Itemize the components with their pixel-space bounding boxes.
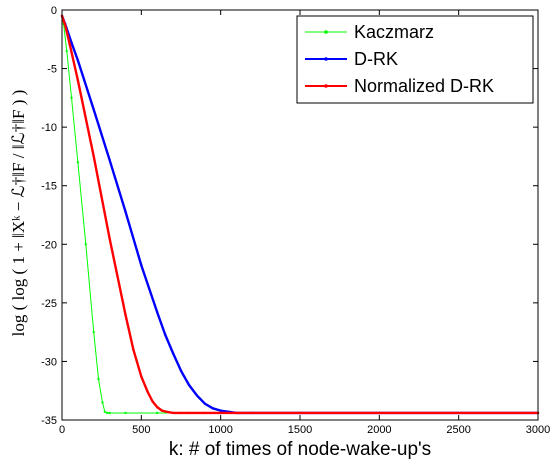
- data-point-normalized-d-rk: [179, 411, 183, 415]
- data-point-normalized-d-rk: [63, 24, 67, 27]
- data-point-d-rk: [140, 264, 143, 267]
- legend-label: Normalized D-RK: [354, 76, 494, 96]
- data-point-normalized-d-rk: [124, 313, 127, 316]
- data-point-normalized-d-rk: [146, 390, 149, 394]
- legend-item-normalized-d-rk: Normalized D-RK: [305, 76, 494, 96]
- data-point-normalized-d-rk: [298, 411, 302, 415]
- legend-item-d-rk: D-RK: [305, 49, 398, 69]
- data-point-normalized-d-rk: [378, 411, 381, 415]
- series-normalized-d-rk: [60, 14, 540, 415]
- data-point-kaczmarz: [97, 377, 100, 381]
- legend-label: D-RK: [354, 49, 398, 69]
- data-point-d-rk: [171, 352, 175, 355]
- data-point-normalized-d-rk: [68, 43, 72, 47]
- data-point-normalized-d-rk: [160, 409, 164, 412]
- data-point-d-rk: [195, 394, 199, 397]
- axes-layer: 0 500 1000 1500 2000 2500 3000 0 -5 -10 -15 -20 -25 -…: [41, 5, 550, 436]
- legend: Kaczmarz D-RK Normalized D-RK: [296, 15, 534, 104]
- data-point-kaczmarz: [65, 49, 68, 53]
- data-point-normalized-d-rk: [156, 405, 159, 409]
- series-layer: [60, 14, 540, 415]
- y-axis-label: log ( log ( 1 + ‖Xᵏ − ℒ†‖F / ‖ℒ†‖F ) ): [9, 90, 28, 337]
- data-point-kaczmarz: [70, 96, 73, 100]
- data-point-kaczmarz: [101, 401, 104, 404]
- x-tick-label: 2500: [446, 424, 470, 436]
- data-point-kaczmarz: [156, 411, 159, 415]
- legend-marker: [324, 57, 328, 61]
- y-tick-label: -20: [41, 239, 57, 251]
- data-point-d-rk: [187, 383, 191, 387]
- data-point-d-rk: [92, 108, 95, 111]
- legend-label: Kaczmarz: [354, 22, 434, 42]
- data-point-normalized-d-rk: [151, 400, 154, 403]
- data-point-normalized-d-rk: [203, 411, 206, 415]
- data-point-d-rk: [179, 369, 183, 372]
- data-point-kaczmarz: [124, 411, 127, 415]
- data-point-normalized-d-rk: [132, 348, 135, 351]
- data-point-d-rk: [219, 409, 222, 412]
- data-point-kaczmarz: [103, 410, 107, 413]
- y-tick-label: -5: [47, 64, 57, 76]
- data-point-normalized-d-rk: [108, 237, 111, 240]
- y-tick-label: -25: [41, 298, 57, 310]
- data-point-d-rk: [124, 210, 127, 213]
- data-point-normalized-d-rk: [165, 410, 168, 413]
- data-point-d-rk: [211, 407, 214, 410]
- legend-marker: [324, 84, 328, 88]
- x-tick-label: 1500: [288, 424, 312, 436]
- x-tick-label: 3000: [526, 424, 550, 436]
- data-point-d-rk: [203, 402, 206, 405]
- x-tick-label: 0: [59, 424, 65, 436]
- data-point-normalized-d-rk: [171, 411, 175, 415]
- data-point-d-rk: [76, 59, 80, 62]
- data-point-kaczmarz: [92, 330, 95, 334]
- series-line-normalized-d-rk: [60, 15, 538, 415]
- y-tick-label: -30: [41, 356, 57, 368]
- y-tick-label: -35: [41, 415, 57, 427]
- data-point-kaczmarz: [76, 161, 80, 164]
- x-tick-label: 500: [132, 424, 150, 436]
- data-point-d-rk: [70, 41, 73, 44]
- y-tick-label: -15: [41, 181, 57, 193]
- x-tick-label: 2000: [367, 424, 391, 436]
- legend-item-kaczmarz: Kaczmarz: [305, 22, 434, 42]
- data-point-normalized-d-rk: [92, 155, 95, 158]
- y-tick-label: 0: [51, 5, 57, 17]
- legend-marker: [324, 30, 328, 34]
- data-point-kaczmarz: [108, 411, 111, 415]
- data-point-normalized-d-rk: [76, 79, 80, 82]
- data-point-normalized-d-rk: [219, 411, 222, 415]
- y-tick-label: -10: [41, 122, 57, 134]
- data-point-d-rk: [156, 311, 159, 314]
- x-tick-label: 1000: [208, 424, 232, 436]
- data-point-d-rk: [163, 333, 167, 336]
- data-point-normalized-d-rk: [140, 375, 143, 378]
- data-point-normalized-d-rk: [187, 411, 191, 415]
- x-axis-label: k: # of times of node-wake-up's: [169, 439, 431, 460]
- data-point-kaczmarz: [106, 411, 109, 415]
- data-point-kaczmarz: [84, 243, 88, 246]
- data-point-d-rk: [108, 158, 111, 162]
